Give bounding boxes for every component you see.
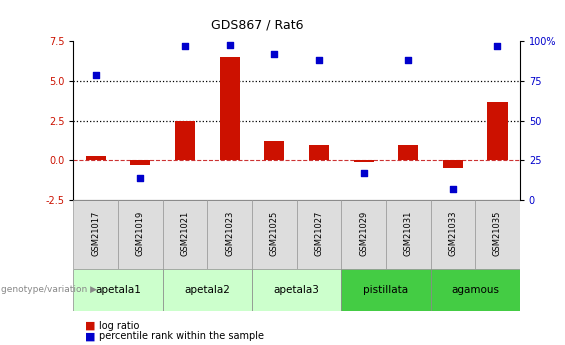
FancyBboxPatch shape: [475, 200, 520, 269]
Text: ■: ■: [85, 332, 95, 341]
Text: GSM21021: GSM21021: [181, 210, 189, 256]
Text: GSM21019: GSM21019: [136, 210, 145, 256]
FancyBboxPatch shape: [431, 269, 520, 310]
Bar: [175, 121, 195, 160]
FancyBboxPatch shape: [341, 269, 431, 310]
Bar: [220, 57, 240, 160]
Text: ■: ■: [85, 321, 95, 331]
FancyBboxPatch shape: [431, 200, 475, 269]
Text: apetala2: apetala2: [184, 285, 231, 295]
FancyBboxPatch shape: [341, 200, 386, 269]
Point: [449, 186, 458, 192]
FancyBboxPatch shape: [73, 269, 163, 310]
FancyBboxPatch shape: [252, 269, 341, 310]
Bar: [86, 156, 106, 160]
FancyBboxPatch shape: [297, 200, 341, 269]
FancyBboxPatch shape: [207, 200, 252, 269]
FancyBboxPatch shape: [73, 200, 118, 269]
Text: GSM21031: GSM21031: [404, 210, 412, 256]
Point: [136, 175, 145, 181]
FancyBboxPatch shape: [163, 200, 207, 269]
Text: GSM21029: GSM21029: [359, 210, 368, 256]
Text: pistillata: pistillata: [363, 285, 408, 295]
Bar: [354, 160, 373, 162]
Point: [493, 43, 502, 49]
FancyBboxPatch shape: [118, 200, 163, 269]
Point: [404, 58, 413, 63]
Text: GSM21025: GSM21025: [270, 210, 279, 256]
Text: GSM21035: GSM21035: [493, 210, 502, 256]
Bar: [264, 141, 284, 160]
Text: percentile rank within the sample: percentile rank within the sample: [99, 332, 264, 341]
FancyBboxPatch shape: [386, 200, 431, 269]
Point: [315, 58, 324, 63]
Text: GSM21027: GSM21027: [315, 210, 323, 256]
Text: GSM21017: GSM21017: [92, 210, 100, 256]
Point: [225, 42, 234, 47]
Text: GSM21033: GSM21033: [449, 210, 457, 256]
Bar: [309, 145, 329, 160]
Text: genotype/variation ▶: genotype/variation ▶: [1, 285, 97, 294]
Text: agamous: agamous: [451, 285, 499, 295]
Point: [359, 170, 368, 176]
Bar: [488, 102, 507, 160]
Bar: [443, 160, 463, 168]
FancyBboxPatch shape: [252, 200, 297, 269]
Bar: [131, 160, 150, 165]
Point: [270, 51, 279, 57]
Text: apetala1: apetala1: [95, 285, 141, 295]
Text: log ratio: log ratio: [99, 321, 139, 331]
FancyBboxPatch shape: [163, 269, 252, 310]
Text: GDS867 / Rat6: GDS867 / Rat6: [211, 18, 303, 31]
Text: GSM21023: GSM21023: [225, 210, 234, 256]
Point: [92, 72, 101, 78]
Text: apetala3: apetala3: [273, 285, 320, 295]
Bar: [398, 145, 418, 160]
Point: [181, 43, 190, 49]
